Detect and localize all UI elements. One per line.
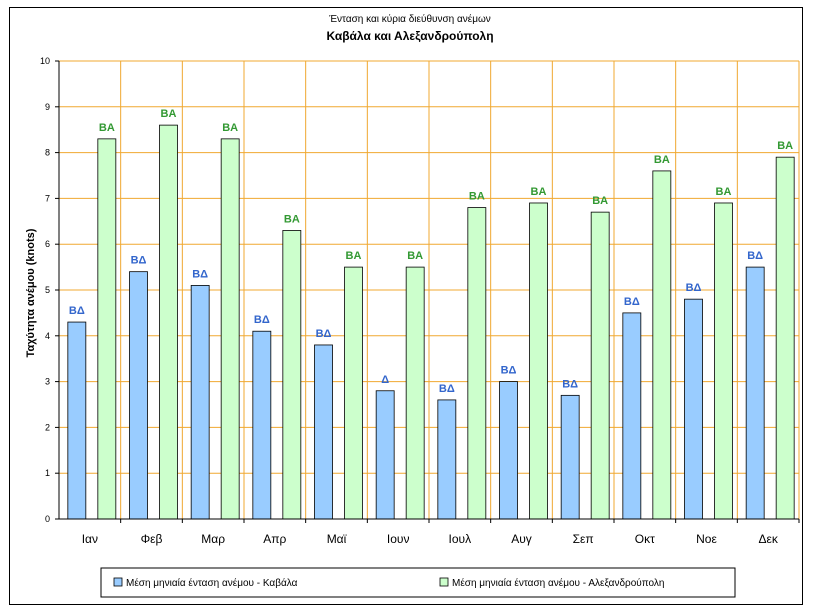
y-tick-label: 8 <box>45 148 50 158</box>
x-tick-label: Μαρ <box>201 532 225 546</box>
bar-alexandroupoli <box>652 170 672 520</box>
legend-swatch-kavala <box>113 577 123 587</box>
data-label-kavala: ΒΔ <box>131 255 147 267</box>
x-tick-label: Ιουλ <box>449 532 472 546</box>
bar-alexandroupoli <box>590 211 610 520</box>
data-label-kavala: Δ <box>381 374 389 386</box>
bar-alexandroupoli <box>467 207 487 520</box>
y-tick-label: 4 <box>45 331 50 341</box>
data-label-alexandroupoli: ΒΑ <box>654 154 670 166</box>
legend-label-alexandroupoli: Μέση μηνιαία ένταση ανέμου - Αλεξανδρούπ… <box>452 577 664 589</box>
bar-alexandroupoli <box>714 202 733 520</box>
data-label-kavala: ΒΔ <box>254 314 270 326</box>
x-tick-label: Απρ <box>263 532 286 546</box>
bar-alexandroupoli <box>529 202 548 520</box>
bar-kavala <box>375 390 395 520</box>
bar-kavala <box>67 321 87 520</box>
bar-alexandroupoli <box>97 138 117 520</box>
data-label-alexandroupoli: ΒΑ <box>592 195 608 207</box>
chart-svg: Ένταση και κύρια διεύθυνση ανέμων Καβάλα… <box>25 13 800 598</box>
bar-kavala <box>437 399 457 520</box>
y-axis-label: Ταχύτητα ανέμου (knots) <box>25 228 37 357</box>
chart-title: Ένταση και κύρια διεύθυνση ανέμων <box>328 13 491 25</box>
bar-kavala <box>252 330 272 520</box>
bar-kavala <box>129 271 148 520</box>
bar-kavala <box>745 266 765 520</box>
data-label-alexandroupoli: ΒΑ <box>469 191 485 203</box>
data-label-kavala: ΒΔ <box>747 250 763 262</box>
data-label-kavala: ΒΔ <box>316 328 332 340</box>
data-label-kavala: ΒΔ <box>192 268 208 280</box>
y-tick-label: 9 <box>45 102 50 112</box>
data-label-kavala: ΒΔ <box>439 383 455 395</box>
bar-alexandroupoli <box>282 230 302 520</box>
y-tick-label: 5 <box>45 285 50 295</box>
x-tick-label: Μαϊ <box>327 532 347 546</box>
data-label-kavala: ΒΔ <box>624 296 640 308</box>
bar-alexandroupoli <box>405 266 425 520</box>
bar-kavala <box>499 381 518 520</box>
data-label-alexandroupoli: ΒΑ <box>222 122 238 134</box>
x-tick-label: Φεβ <box>141 532 163 546</box>
y-tick-label: 6 <box>45 239 50 249</box>
y-tick-label: 0 <box>45 514 50 524</box>
legend-box <box>100 567 736 598</box>
data-label-alexandroupoli: ΒΑ <box>284 213 300 225</box>
chart-subtitle: Καβάλα και Αλεξανδρούπολη <box>326 29 493 43</box>
y-tick-label: 10 <box>40 56 50 66</box>
data-label-kavala: ΒΔ <box>686 282 702 294</box>
data-label-alexandroupoli: ΒΑ <box>99 122 115 134</box>
data-label-alexandroupoli: ΒΑ <box>716 186 732 198</box>
bar-kavala <box>560 394 580 520</box>
data-label-alexandroupoli: ΒΑ <box>531 186 547 198</box>
legend: Μέση μηνιαία ένταση ανέμου - Καβάλα Μέση … <box>100 567 736 598</box>
x-tick-label: Νοε <box>696 532 717 546</box>
y-tick-label: 1 <box>45 468 50 478</box>
bar-alexandroupoli <box>344 266 363 520</box>
bar-kavala <box>684 298 703 520</box>
y-tick-label: 7 <box>45 193 50 203</box>
data-label-alexandroupoli: ΒΑ <box>161 108 177 120</box>
data-label-kavala: ΒΔ <box>501 365 517 377</box>
plot-area: 0 1 2 3 4 5 6 7 8 9 10 ΒΔ ΒΔ ΒΔ ΒΔ ΒΔ Δ ΒΔ ΒΔ ΒΔ ΒΔ ΒΔ ΒΔ ΒΑ ΒΑ Β… <box>40 56 800 546</box>
bar-kavala <box>314 344 333 520</box>
bar-alexandroupoli <box>220 138 240 520</box>
data-label-kavala: ΒΔ <box>69 305 85 317</box>
x-tick-label: Αυγ <box>511 532 532 546</box>
chart-frame: Ένταση και κύρια διεύθυνση ανέμων Καβάλα… <box>9 7 803 605</box>
bar-alexandroupoli <box>775 156 795 520</box>
x-tick-label: Δεκ <box>758 532 778 546</box>
bar-alexandroupoli <box>159 124 178 520</box>
y-tick-label: 2 <box>45 422 50 432</box>
x-tick-label: Ιαν <box>82 532 98 546</box>
x-tick-label: Οκτ <box>635 532 655 546</box>
y-tick-label: 3 <box>45 377 50 387</box>
legend-label-kavala: Μέση μηνιαία ένταση ανέμου - Καβάλα <box>126 577 298 589</box>
data-label-kavala: ΒΔ <box>562 378 578 390</box>
bar-kavala <box>622 312 642 520</box>
data-label-alexandroupoli: ΒΑ <box>346 250 362 262</box>
x-tick-label: Ιουν <box>387 532 410 546</box>
x-tick-label: Σεπ <box>573 532 594 546</box>
bar-kavala <box>190 285 210 520</box>
data-label-alexandroupoli: ΒΑ <box>407 250 423 262</box>
legend-swatch-alexandroupoli <box>439 577 449 587</box>
data-label-alexandroupoli: ΒΑ <box>777 140 793 152</box>
